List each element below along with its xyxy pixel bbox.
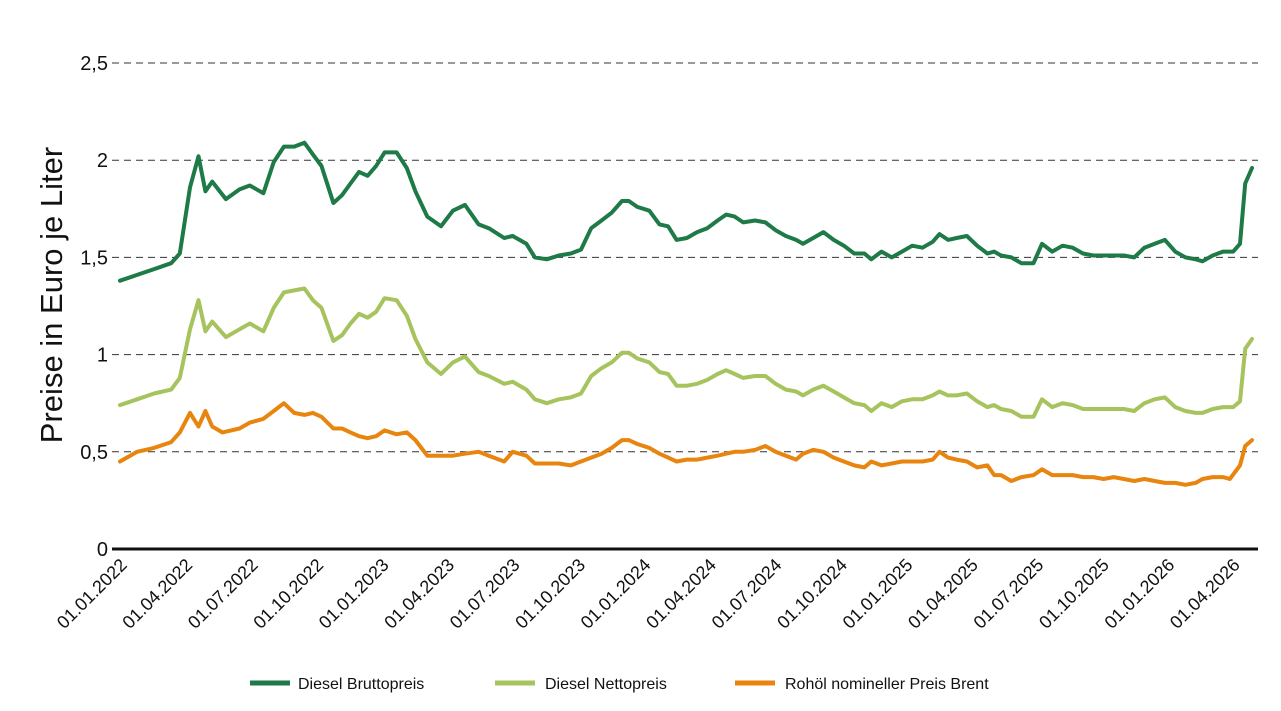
grid-lines: [112, 62, 1258, 453]
series-line-rohoel-brent: [118, 401, 1254, 487]
x-tick-label: 01.01.2025: [839, 555, 917, 633]
legend-item-diesel-netto: Diesel Nettopreis: [495, 676, 667, 693]
x-tick-label: 01.07.2025: [970, 555, 1048, 633]
legend-item-rohoel-brent: Rohöl nomineller Preis Brent: [735, 676, 989, 693]
legend-label-diesel-netto: Diesel Nettopreis: [545, 676, 667, 693]
series-line-diesel-brutto: [118, 140, 1254, 283]
x-tick-label: 01.04.2022: [118, 555, 196, 633]
x-tick-label: 01.07.2024: [708, 555, 786, 633]
series-line-diesel-netto: [118, 286, 1254, 419]
y-tick-label: 2,5: [80, 53, 108, 75]
x-tick-label: 01.01.2022: [53, 555, 131, 633]
legend: Diesel Bruttopreis Diesel Nettopreis Roh…: [250, 676, 989, 693]
x-tick-label: 01.04.2025: [904, 555, 982, 633]
legend-label-diesel-brutto: Diesel Bruttopreis: [298, 676, 424, 693]
x-axis-ticks: 01.01.202201.04.202201.07.202201.10.2022…: [53, 555, 1244, 633]
y-tick-label: 0,5: [80, 442, 108, 464]
x-tick-label: 01.07.2023: [446, 555, 524, 633]
x-tick-label: 01.01.2026: [1101, 555, 1179, 633]
y-tick-label: 1,5: [80, 247, 108, 269]
y-axis-title: Preise in Euro je Liter: [34, 147, 69, 443]
x-tick-label: 01.10.2022: [249, 555, 327, 633]
x-tick-label: 01.01.2023: [315, 555, 393, 633]
x-tick-label: 01.07.2022: [184, 555, 262, 633]
x-tick-label: 01.10.2025: [1035, 555, 1113, 633]
legend-label-rohoel-brent: Rohöl nomineller Preis Brent: [785, 676, 989, 693]
x-tick-label: 01.04.2026: [1166, 555, 1244, 633]
x-tick-label: 01.01.2024: [577, 555, 655, 633]
y-tick-label: 1: [97, 345, 108, 367]
legend-item-diesel-brutto: Diesel Bruttopreis: [250, 676, 424, 693]
series-lines: [118, 140, 1254, 487]
x-tick-label: 01.04.2024: [642, 555, 720, 633]
x-tick-label: 01.04.2023: [380, 555, 458, 633]
y-tick-label: 2: [97, 150, 108, 172]
x-tick-label: 01.10.2024: [773, 555, 851, 633]
x-tick-label: 01.10.2023: [511, 555, 589, 633]
y-tick-label: 0: [97, 539, 108, 561]
y-axis-ticks: 0 0,5 1 1,5 2 2,5: [80, 53, 108, 561]
